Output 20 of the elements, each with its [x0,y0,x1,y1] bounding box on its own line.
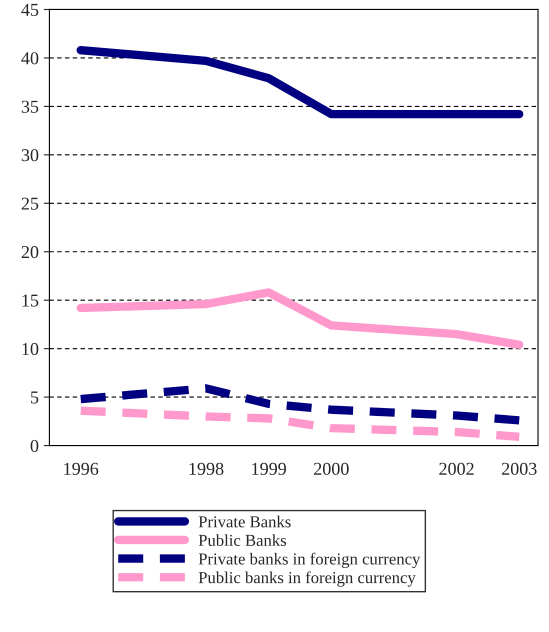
y-tick-label: 0 [30,440,38,452]
y-tick-label: 40 [21,52,38,64]
legend-label: Private Banks [198,516,291,528]
y-tick-label: 10 [22,342,38,356]
x-tick-label: 2003 [502,462,537,475]
legend-label: Public banks in foreign currency [198,571,416,587]
x-tick-label: 2002 [439,462,474,475]
legend-label: Private banks in foreign currency [198,552,420,568]
y-tick-label: 30 [22,149,38,162]
x-tick-label: 1998 [190,462,224,475]
y-tick-label: 15 [22,294,38,307]
y-tick-label: 25 [22,198,38,210]
x-tick-label: 2000 [314,462,349,475]
x-tick-label: 1999 [252,462,286,475]
legend-label: Public Banks [198,534,286,546]
x-tick-label: 1996 [64,462,98,475]
y-tick-label: 5 [31,392,38,404]
y-tick-label: 20 [22,246,38,258]
y-tick-label: 35 [22,100,38,113]
y-tick-label: 45 [21,4,38,16]
